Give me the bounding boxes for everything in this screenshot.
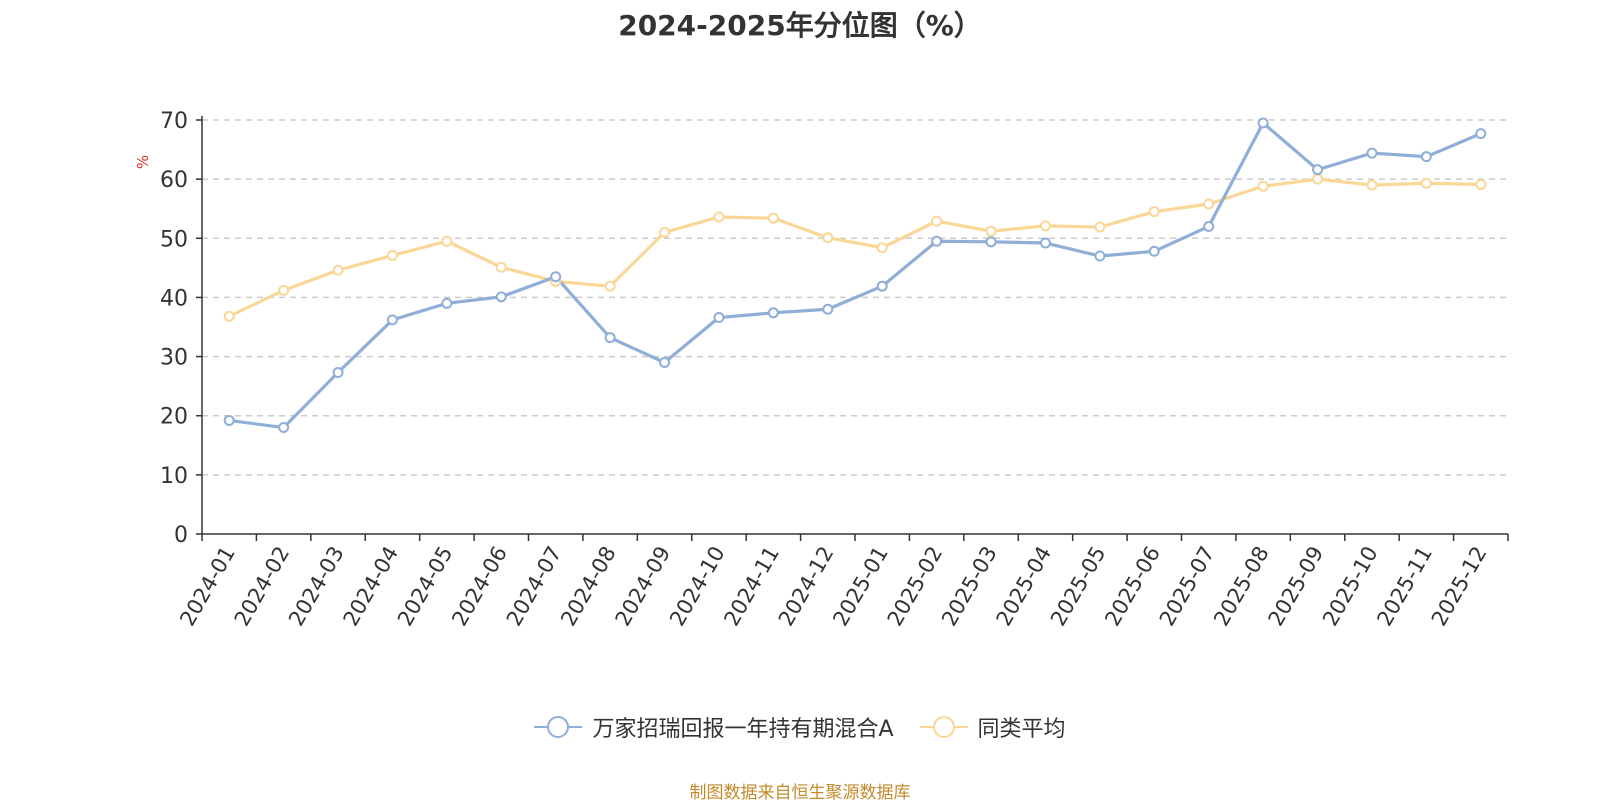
series-point-1 — [822, 232, 834, 244]
series-point-0 — [386, 314, 398, 326]
series-point-0 — [495, 291, 507, 303]
y-tick-label: 40 — [160, 286, 188, 311]
series-point-1 — [1257, 180, 1269, 192]
series-point-1 — [604, 280, 616, 292]
series-point-0 — [822, 303, 834, 315]
series-point-1 — [767, 212, 779, 224]
series-point-0 — [278, 422, 290, 434]
series-point-0 — [1148, 245, 1160, 257]
series-point-1 — [1039, 220, 1051, 232]
series-point-0 — [1475, 128, 1487, 140]
series-point-0 — [1094, 250, 1106, 262]
y-tick-label: 50 — [160, 227, 188, 252]
series-point-0 — [1420, 151, 1432, 163]
legend-label-average: 同类平均 — [977, 717, 1066, 742]
series-point-0 — [659, 356, 671, 368]
series-line-0 — [227, 121, 1483, 430]
y-tick-label: 60 — [160, 168, 188, 193]
series-point-0 — [713, 312, 725, 324]
y-tick-label: 0 — [174, 523, 188, 548]
series-point-0 — [876, 280, 888, 292]
series-point-1 — [1420, 177, 1432, 189]
series-point-1 — [1094, 221, 1106, 233]
series-point-0 — [1366, 147, 1378, 159]
series-point-0 — [1312, 164, 1324, 176]
y-tick-label: 70 — [160, 109, 188, 134]
series-point-1 — [441, 235, 453, 247]
series-point-1 — [1475, 178, 1487, 190]
y-tick-label: 20 — [160, 405, 188, 430]
series-line-1 — [227, 177, 1483, 318]
series-point-1 — [985, 225, 997, 237]
series-point-1 — [931, 215, 943, 227]
y-axis-label: % — [134, 155, 152, 169]
series-point-0 — [1203, 220, 1215, 232]
series-point-1 — [386, 249, 398, 261]
series-point-1 — [1148, 206, 1160, 218]
legend: 万家招瑞回报一年持有期混合A 同类平均 — [0, 712, 1600, 742]
series-point-1 — [278, 284, 290, 296]
series-point-1 — [1312, 173, 1324, 185]
y-tick-label: 30 — [160, 346, 188, 371]
series-point-1 — [876, 242, 888, 254]
series-point-0 — [604, 332, 616, 344]
series-point-0 — [985, 236, 997, 248]
legend-item-fund[interactable]: 万家招瑞回报一年持有期混合A — [534, 711, 894, 743]
x-tick-label: 2025-12 — [1427, 542, 1492, 630]
series-point-1 — [659, 226, 671, 238]
series-point-1 — [1366, 179, 1378, 191]
legend-label-fund: 万家招瑞回报一年持有期混合A — [592, 717, 894, 742]
series-point-1 — [713, 211, 725, 223]
series-point-0 — [1039, 237, 1051, 249]
legend-item-average[interactable]: 同类平均 — [919, 711, 1066, 743]
series-point-1 — [495, 261, 507, 273]
series-point-0 — [223, 414, 235, 426]
y-tick-label: 10 — [160, 464, 188, 489]
series-point-0 — [931, 235, 943, 247]
series-point-1 — [1203, 198, 1215, 210]
series-point-0 — [767, 307, 779, 319]
legend-marker-fund-icon — [534, 716, 583, 738]
chart-title: 2024-2025年分位图（%） — [618, 9, 982, 42]
source-note: 制图数据来自恒生聚源数据库 — [689, 783, 911, 803]
series-point-0 — [550, 271, 562, 283]
series-point-0 — [332, 367, 344, 379]
series-point-1 — [332, 264, 344, 276]
series-point-1 — [223, 310, 235, 322]
series-point-0 — [441, 297, 453, 309]
legend-marker-average-icon — [919, 716, 968, 738]
series-point-0 — [1257, 117, 1269, 129]
